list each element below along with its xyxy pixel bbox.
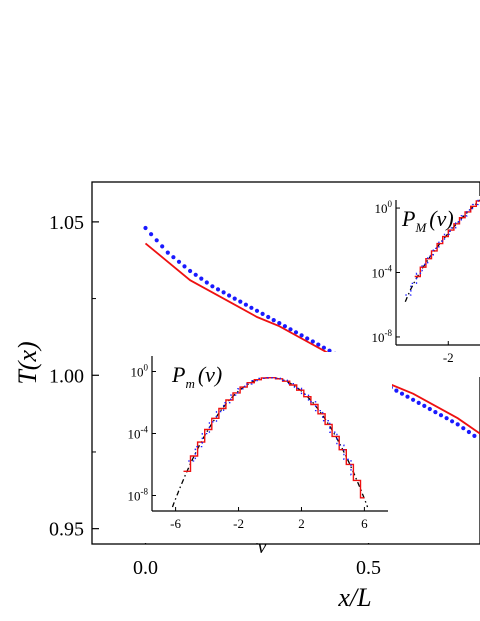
inset-pmax-y-tick-base: 10 [372,266,385,281]
main-series-0-point [243,302,248,307]
inset-pm-title-sub: m [185,376,194,391]
main-series-0-point [199,276,204,281]
inset-pm-x-axis-label: v [258,536,267,558]
inset-pm-y-tick-base: 10 [131,365,144,380]
inset-pm-y-tick-label: 10-8 [128,487,149,504]
inset-pmax-y-tick-exponent: 0 [388,199,393,209]
inset-pmax-y-tick-label: 10-8 [372,328,393,345]
main-series-0-point [249,305,254,310]
main-series-0-point [299,333,304,338]
main-series-0-point [293,330,299,335]
main-series-0-point [271,318,276,323]
main-series-0-point [165,250,170,255]
main-series-0-point [154,238,159,243]
main-series-0-point [160,244,165,249]
main-series-0-point [305,336,310,341]
main-plot-frame [91,181,480,545]
main-x-tick-label: 0.0 [133,557,158,579]
main-series-0-point [327,348,332,353]
main-series-0-point [399,391,405,396]
main-series-0-point [143,225,148,231]
inset-pm-title-arg: (v) [198,362,222,387]
inset-pmax-y-tick-exponent: -8 [385,328,393,338]
main-series-0-point [277,321,282,326]
main-series-0-point [171,255,176,260]
main-series-0-point [182,264,187,269]
main-chart: 0.95 1.00 1.05 0.0 0.5 T(x) x/L [13,181,480,612]
main-series-0-point [266,314,271,320]
main-x-axis-label: x/L [337,583,371,612]
main-x-tick-label: 0.5 [356,557,381,579]
inset-pm-x-tick-label: 6 [361,516,368,531]
main-series-0-point [221,290,226,295]
main-series-0-point [316,342,321,347]
inset-pmax-title-main: P [401,206,415,231]
main-series-1-line [144,242,480,435]
main-series-0-point [176,259,182,264]
main-series-0-point [416,400,421,405]
main-series-0-point [254,308,260,313]
main-series-0-point [455,422,460,427]
main-series-0-point [472,433,477,438]
main-series-0-point [204,280,209,285]
main-series-0-point [149,232,154,237]
inset-pm-x-tick-label: 2 [298,516,305,531]
inset-pm-title-main: P [171,362,185,387]
inset-pmax-background [354,196,480,377]
inset-pm-title: Pm (v) [171,362,222,391]
main-series-0-point [461,426,466,431]
main-series-0-point [405,394,410,399]
main-y-tick-label: 1.00 [49,365,84,387]
main-y-tick-label: 1.05 [49,212,84,234]
inset-pm-y-tick-exponent: -4 [141,425,149,435]
main-y-axis-label: T(x) [13,341,42,384]
main-series-0-point [444,416,449,421]
inset-pm-y-tick-label: 10-4 [128,425,149,442]
main-series-0-point [227,293,232,298]
inset-pmax-title-arg: (v) [429,206,453,231]
inset-pmax-title-sub: M [414,220,427,235]
inset-pm-y-tick-exponent: 0 [144,363,149,373]
inset-pmax-y-tick-label: 100 [375,199,393,216]
main-series-0-point [193,272,198,277]
inset-pm-x-tick-label: -2 [233,516,244,531]
inset-pmax-y-tick-exponent: -4 [385,264,393,274]
inset-pm-y-tick-base: 10 [128,489,141,504]
main-series-0-point [288,327,293,332]
inset-pmax-series-1 [414,200,480,278]
main-series-0-point [433,410,438,415]
main-y-tick-label: 0.95 [49,519,84,541]
inset-pmax-title: PM (v) [401,206,454,235]
main-series-0-point [422,403,427,408]
main-series-0-point [232,296,237,301]
inset-pmax-y-tick-base: 10 [375,201,388,216]
inset-pm-y-tick-label: 100 [131,363,149,380]
main-series-0-point [215,287,221,292]
main-series-0-point [188,268,193,274]
main-series-0-point [427,406,432,412]
inset-pmax-x-tick-label: -2 [443,350,454,365]
inset-pmax-series-2 [405,198,480,296]
main-series-0-point [282,324,287,329]
main-series-0-point [310,339,315,344]
main-series-0-point [450,419,455,424]
main-series-0-point [321,345,326,350]
inset-pm-x-tick-label: -6 [170,516,181,531]
inset-pm-y-tick-base: 10 [128,427,141,442]
inset-pmax-y-tick-base: 10 [372,330,385,345]
main-series-0-point [210,284,215,289]
main-series-0-point [394,388,399,393]
main-series-0-point [466,429,471,435]
inset-pmax-y-tick-label: 10-4 [372,264,393,281]
main-series-0-point [260,311,265,316]
main-series-0-point [238,299,243,304]
main-series-0-point [411,397,416,402]
main-series-0-point [438,413,444,418]
inset-pm-y-tick-exponent: -8 [141,487,149,497]
